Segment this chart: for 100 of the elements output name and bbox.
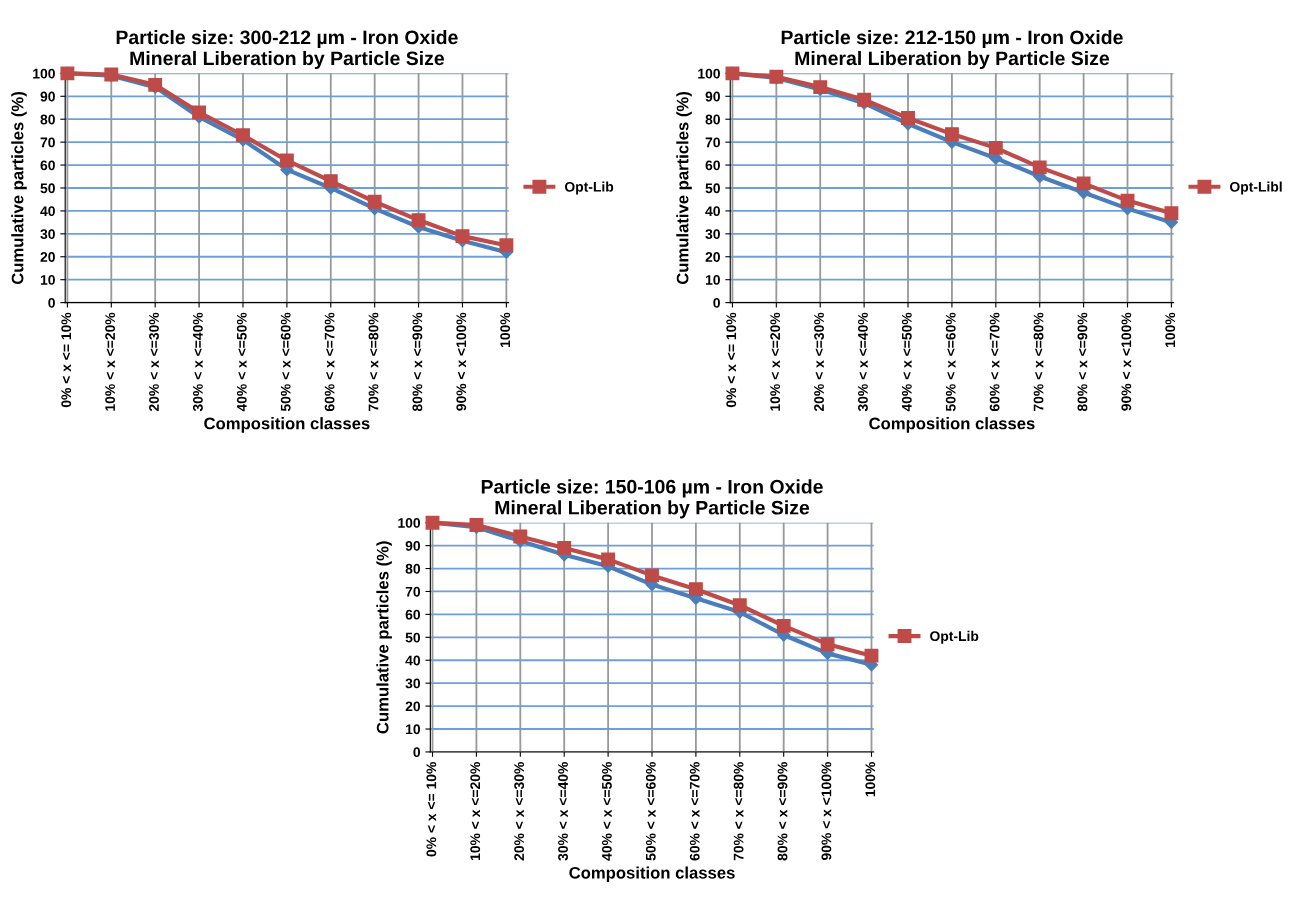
point bbox=[988, 140, 1003, 155]
point bbox=[557, 540, 572, 555]
y-tick-label: 10 bbox=[406, 724, 421, 735]
x-tick-label: 40% < x <=50% bbox=[236, 312, 247, 412]
y-axis-title: Cumulative particles (%) bbox=[376, 541, 392, 734]
y-tick-label: 100 bbox=[698, 68, 720, 79]
x-tick-label: 10% < x <=20% bbox=[770, 312, 781, 411]
y-tick-label: 90 bbox=[405, 540, 421, 551]
point bbox=[192, 105, 207, 120]
x-axis-title: Composition classes bbox=[869, 417, 1035, 433]
y-tick-label: 40 bbox=[405, 655, 421, 666]
y-tick-label: 70 bbox=[705, 137, 720, 148]
point bbox=[411, 213, 426, 228]
point bbox=[732, 598, 747, 613]
y-tick-label: 70 bbox=[40, 137, 55, 148]
x-tick-label: 30% < x <=40% bbox=[192, 312, 203, 412]
y-tick-label: 40 bbox=[40, 206, 55, 217]
point bbox=[857, 92, 872, 107]
x-tick-label: 70% < x <=80% bbox=[733, 762, 744, 861]
chart-title: Particle size: 300-212 µm - Iron Oxide Mineral Liberation by Particle Size bbox=[116, 29, 458, 70]
y-axis-title: Cumulative particles (%) bbox=[11, 92, 27, 285]
x-tick-label: 50% < x <=60% bbox=[945, 312, 956, 412]
x-tick-label: 80% < x <=90% bbox=[412, 312, 423, 412]
x-tick-label: 80% < x <=90% bbox=[777, 762, 788, 861]
y-tick-label: 40 bbox=[705, 206, 720, 217]
y-tick-label: 80 bbox=[40, 114, 55, 125]
point bbox=[1076, 176, 1091, 191]
y-tick-label: 50 bbox=[705, 183, 720, 194]
x-tick-label: 0% < x <= 10% bbox=[61, 312, 72, 408]
y-tick-label: 50 bbox=[405, 632, 421, 643]
y-tick-label: 0 bbox=[713, 297, 720, 308]
point bbox=[1120, 193, 1135, 208]
y-tick-label: 80 bbox=[405, 563, 421, 574]
x-tick-label: 100% bbox=[1165, 312, 1176, 347]
y-tick-label: 100 bbox=[33, 68, 55, 79]
x-tick-label: 70% < x <=80% bbox=[1033, 312, 1044, 411]
point bbox=[513, 529, 528, 544]
x-tick-label: 10% < x <=20% bbox=[470, 762, 481, 861]
x-tick-label: 80% < x <=90% bbox=[1077, 312, 1088, 412]
x-tick-label: 100% bbox=[865, 762, 876, 797]
y-tick-label: 10 bbox=[705, 275, 720, 285]
y-tick-label: 50 bbox=[40, 183, 55, 194]
point bbox=[688, 582, 703, 597]
y-tick-label: 90 bbox=[705, 91, 720, 102]
y-tick-label: 80 bbox=[705, 114, 720, 125]
x-tick-label: 30% < x <=40% bbox=[858, 312, 868, 412]
y-tick-label: 30 bbox=[405, 678, 421, 689]
x-tick-label: 40% < x <=50% bbox=[901, 312, 912, 412]
x-tick-label: 50% < x <=60% bbox=[280, 312, 291, 412]
x-tick-label: 30% < x <=40% bbox=[558, 762, 568, 861]
point bbox=[236, 128, 250, 143]
point bbox=[820, 637, 835, 652]
y-tick-label: 20 bbox=[405, 701, 421, 712]
y-tick-label: 60 bbox=[405, 609, 421, 620]
point bbox=[776, 618, 791, 633]
point bbox=[864, 648, 879, 663]
y-tick-label: 20 bbox=[40, 252, 55, 262]
x-tick-label: 60% < x <=70% bbox=[689, 762, 700, 861]
x-tick-label: 70% < x <=80% bbox=[368, 312, 379, 411]
point bbox=[645, 568, 659, 583]
legend-label: Opt-Lib bbox=[930, 630, 979, 644]
point bbox=[367, 194, 382, 209]
point bbox=[279, 153, 294, 168]
x-tick-label: 60% < x <=70% bbox=[324, 312, 335, 412]
x-axis-title: Composition classes bbox=[569, 866, 735, 882]
x-tick-label: 10% < x <=20% bbox=[105, 312, 116, 411]
point bbox=[601, 552, 616, 567]
y-tick-label: 0 bbox=[48, 297, 55, 308]
y-tick-label: 70 bbox=[405, 586, 421, 597]
y-tick-label: 60 bbox=[40, 160, 55, 171]
x-tick-label: 90% < x <100% bbox=[1121, 312, 1132, 411]
y-tick-label: 90 bbox=[40, 91, 55, 102]
x-tick-label: 90% < x <100% bbox=[821, 762, 832, 861]
x-tick-label: 50% < x <=60% bbox=[645, 762, 656, 861]
chart-title: Particle size: 212-150 µm - Iron Oxide Mineral Liberation by Particle Size bbox=[781, 29, 1123, 70]
x-tick-label: 20% < x <=30% bbox=[149, 312, 159, 412]
x-axis-title: Composition classes bbox=[204, 417, 370, 433]
point bbox=[499, 238, 514, 253]
legend-label: Opt-Lib bbox=[564, 181, 614, 195]
y-tick-label: 60 bbox=[705, 160, 720, 171]
x-tick-label: 20% < x <=30% bbox=[814, 312, 824, 412]
x-tick-label: 0% < x <= 10% bbox=[726, 312, 737, 408]
x-tick-label: 20% < x <=30% bbox=[514, 762, 525, 861]
x-tick-label: 40% < x <=50% bbox=[602, 762, 612, 861]
point bbox=[1032, 160, 1047, 175]
x-tick-label: 60% < x <=70% bbox=[989, 312, 1000, 412]
y-tick-label: 30 bbox=[705, 229, 720, 240]
legend-label: Opt-Libl bbox=[1229, 181, 1282, 195]
point bbox=[323, 174, 338, 189]
chart-title: Particle size: 150-106 µm - Iron Oxide Mineral Liberation by Particle Size bbox=[481, 479, 823, 519]
y-tick-label: 0 bbox=[413, 747, 421, 758]
y-axis-title: Cumulative particles (%) bbox=[676, 92, 692, 285]
x-tick-label: 100% bbox=[500, 312, 511, 347]
y-tick-label: 30 bbox=[40, 229, 55, 240]
y-tick-label: 20 bbox=[705, 252, 720, 262]
point bbox=[455, 229, 470, 244]
y-tick-label: 100 bbox=[398, 518, 421, 528]
x-tick-label: 0% < x <= 10% bbox=[426, 762, 437, 857]
x-tick-label: 90% < x <100% bbox=[456, 312, 467, 411]
y-tick-label: 10 bbox=[40, 275, 55, 285]
